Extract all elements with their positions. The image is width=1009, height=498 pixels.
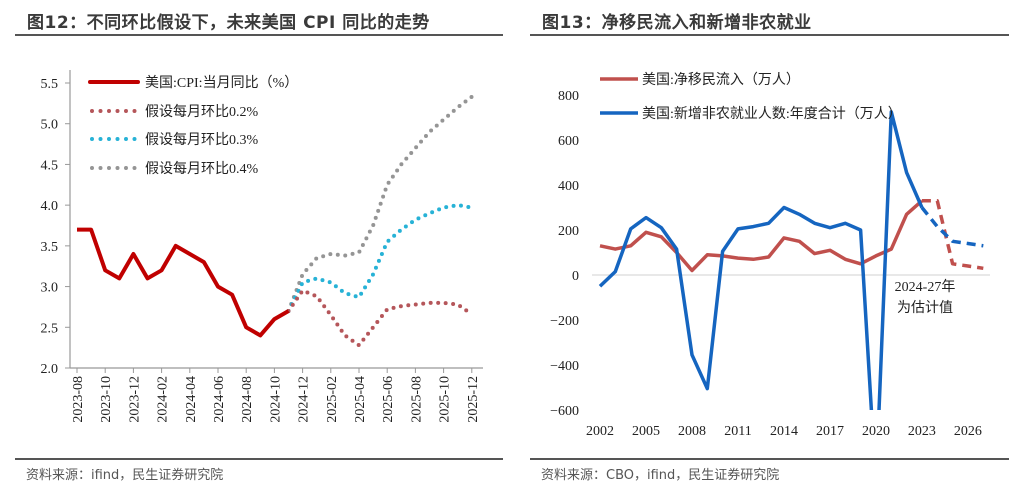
y-tick-label: −400 [550,359,579,374]
net-immigration-line-actual [599,199,924,273]
immigration-payroll-chart: −600 −400 −200 0 200 400 600 800 2002 2005 2008 201… [550,72,990,439]
legend-cpi-label: 美国:CPI:当月同比（%） [145,75,298,91]
y-tick-label: −200 [550,314,579,329]
x-tick-label: 2025-02 [325,376,340,423]
estimate-annotation-line1: 2024-27年 [895,279,956,295]
x-tick-label: 2023 [908,424,936,439]
x-tick-label: 2024-04 [184,376,199,423]
x-tick-label: 2026 [954,424,982,439]
x-tick-label: 2025-06 [381,376,396,423]
nonfarm-payrolls-line-estimated [920,206,984,248]
x-tick-label: 2023-10 [99,376,114,423]
x-tick-label: 2024-08 [240,376,255,423]
x-tick-label: 2025-08 [409,376,424,423]
y-tick-label: 4.0 [41,199,59,214]
net-immigration-line-estimated [921,199,984,271]
y-tick-label: 3.5 [41,240,59,255]
y-tick-label: 2.5 [41,321,59,336]
cpi-chart: 2.0 2.5 3.0 3.5 4.0 4.5 5.0 5.5 2023-08 2023-10 20… [41,70,483,423]
x-tick-label: 2025-12 [466,376,481,423]
legend-mom-0-2-label: 假设每月环比0.2% [145,104,258,120]
y-tick-label: 200 [558,224,579,239]
x-tick-label: 2025-04 [353,376,368,423]
x-tick-label: 2023-12 [127,376,142,423]
x-tick-label: 2024-02 [156,376,171,423]
left-source-note: 资料来源：ifind，民生证券研究院 [26,468,224,483]
y-tick-label: 5.0 [41,118,59,133]
legend-net-immigration-label: 美国:净移民流入（万人） [642,72,800,88]
right-chart-title: 图13：净移民流入和新增非农就业 [542,13,812,33]
x-tick-label: 2002 [586,424,614,439]
legend-mom-0-4-label: 假设每月环比0.4% [145,161,258,177]
x-tick-label: 2008 [678,424,706,439]
y-tick-label: 400 [558,179,579,194]
left-chart-title: 图12：不同环比假设下，未来美国 CPI 同比的走势 [27,13,430,33]
y-tick-label: 0 [572,269,579,284]
y-tick-label: −600 [550,404,579,419]
x-tick-label: 2017 [816,424,844,439]
legend-mom-0-3-label: 假设每月环比0.3% [145,132,258,148]
x-tick-label: 2014 [770,424,798,439]
y-tick-label: 3.0 [41,281,59,296]
nonfarm-payrolls-line-actual [598,110,924,410]
y-tick-label: 5.5 [41,77,59,92]
mom-0-4-line [286,94,474,313]
x-tick-label: 2023-08 [71,376,86,423]
y-tick-label: 800 [558,89,579,104]
mom-0-2-line [286,288,474,348]
estimate-annotation-line2: 为估计值 [897,300,953,316]
x-tick-label: 2020 [862,424,890,439]
y-tick-label: 600 [558,134,579,149]
x-tick-label: 2024-10 [268,376,283,423]
right-footer-rule [530,458,1009,460]
y-tick-label: 4.5 [41,158,59,173]
legend-nonfarm-payrolls-label: 美国:新增非农就业人数:年度合计（万人） [642,106,902,122]
left-title-rule [15,34,503,36]
y-tick-label: 2.0 [41,362,59,377]
x-tick-label: 2025-10 [438,376,453,423]
right-title-rule [530,34,1009,36]
x-tick-label: 2024-06 [212,376,227,423]
cpi-yoy-line [77,227,290,338]
right-source-note: 资料来源：CBO，ifind，民生证券研究院 [541,468,780,483]
x-tick-label: 2011 [724,424,751,439]
x-tick-label: 2005 [632,424,660,439]
x-tick-label: 2024-12 [297,376,312,423]
left-footer-rule [15,458,503,460]
